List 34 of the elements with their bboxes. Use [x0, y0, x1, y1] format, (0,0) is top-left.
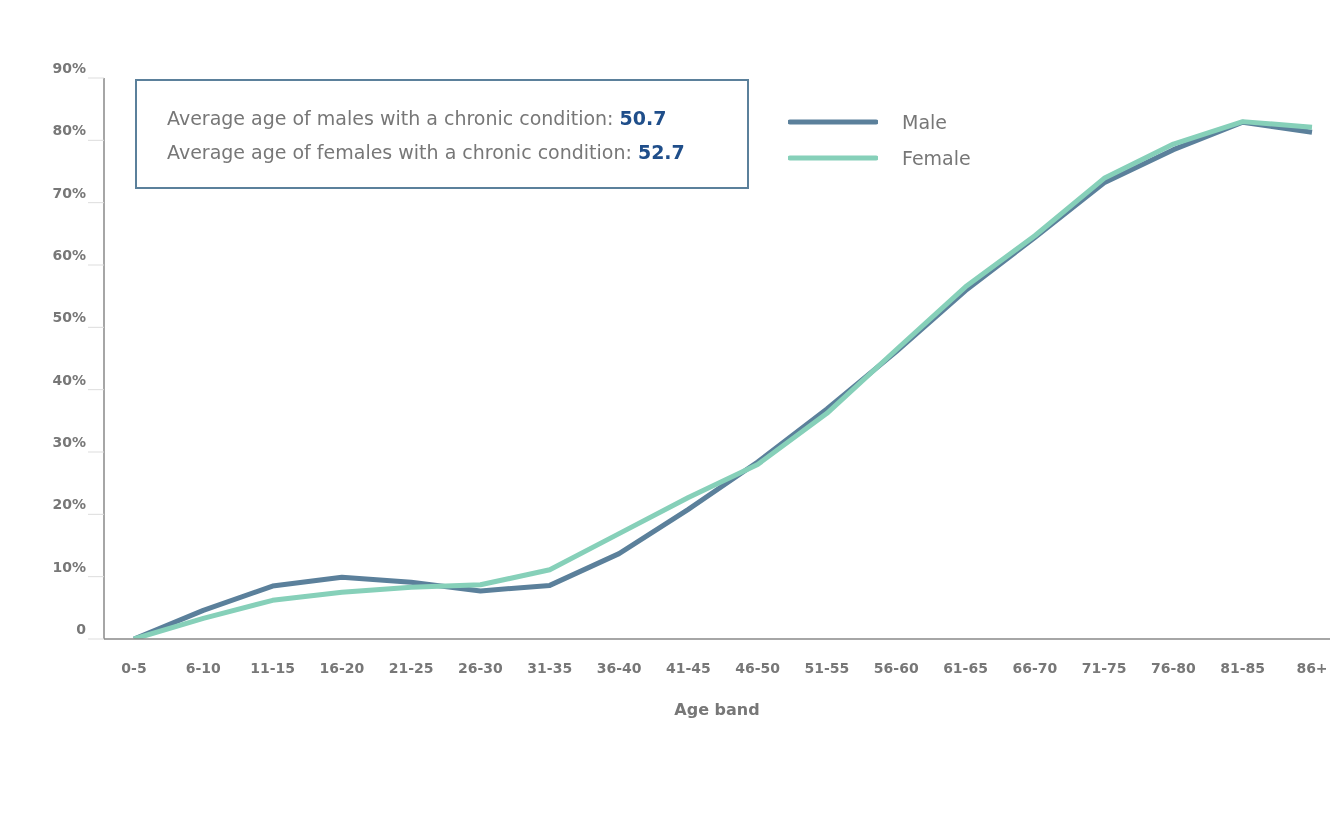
x-tick-label: 71-75: [1081, 659, 1127, 676]
x-tick-label: 56-60: [873, 659, 919, 676]
y-tick-label: 20%: [52, 496, 86, 513]
y-tick-label: 70%: [52, 184, 86, 201]
x-tick-label: 11-15: [250, 659, 295, 676]
x-tick-label: 86+: [1296, 659, 1328, 676]
x-tick-label: 76-80: [1151, 659, 1197, 676]
x-tick-label: 66-70: [1012, 659, 1058, 676]
y-tick-label: 90%: [52, 59, 86, 76]
x-tick-label: 16-20: [319, 659, 365, 676]
y-tick-label: 60%: [52, 246, 86, 263]
x-tick-label: 31-35: [527, 659, 573, 676]
x-tick-label: 41-45: [665, 659, 711, 676]
x-tick-label: 26-30: [458, 659, 504, 676]
x-tick-label: 36-40: [596, 659, 642, 676]
x-tick-label: 6-10: [185, 659, 222, 676]
x-tick-label: 46-50: [735, 659, 781, 676]
x-axis-title: Age band: [674, 700, 760, 719]
y-tick-label: 30%: [52, 433, 86, 450]
note-frame: Average age of males with a chronic condition: 50.7 Average age of females with a chronic condition: 52.7: [135, 79, 749, 189]
y-tick-label: 50%: [52, 309, 86, 326]
y-tick-label: 10%: [52, 558, 86, 575]
x-tick-label: 81-85: [1220, 659, 1266, 676]
annotation: Average age of males with a chronic condition: 50.7: [167, 107, 667, 129]
x-tick-label: 0-5: [121, 659, 147, 676]
y-tick-label: 80%: [52, 122, 86, 139]
legend-label: Female: [902, 147, 971, 169]
legend-label: Male: [902, 111, 948, 133]
y-tick-label: 40%: [52, 371, 86, 388]
y-tick-label: 0: [76, 620, 87, 637]
x-tick-label: 61-65: [943, 659, 988, 676]
x-tick-label: 21-25: [388, 659, 434, 676]
annotation: Average age of females with a chronic condition: 52.7: [167, 141, 685, 163]
x-tick-label: 51-55: [804, 659, 850, 676]
